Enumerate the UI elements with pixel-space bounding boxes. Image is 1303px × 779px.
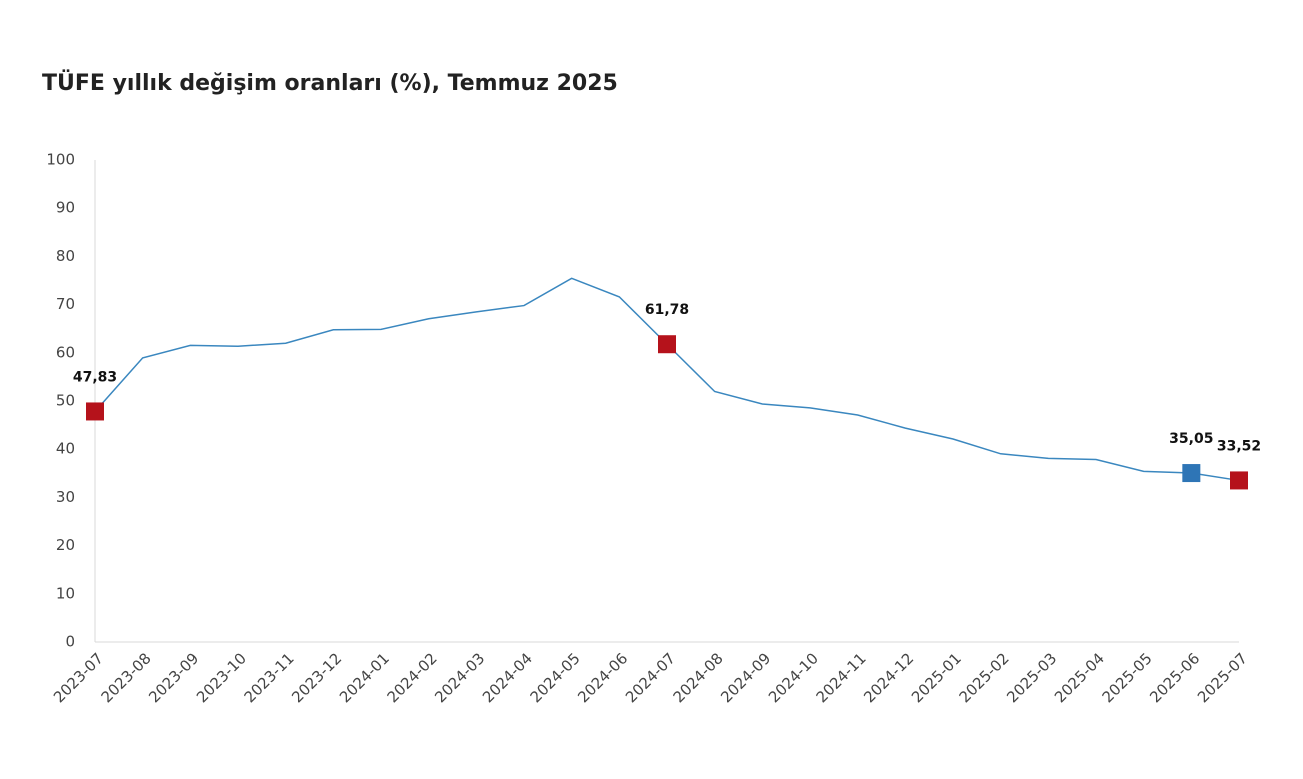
x-tick-label: 2024-06 — [574, 649, 631, 706]
value-label: 47,83 — [73, 369, 117, 385]
x-tick-label: 2023-11 — [241, 649, 298, 706]
x-tick-label: 2024-09 — [717, 649, 774, 706]
y-tick-label: 50 — [56, 392, 75, 410]
x-tick-label: 2023-08 — [98, 649, 155, 706]
x-tick-label: 2025-03 — [1003, 649, 1060, 706]
x-tick-label: 2025-06 — [1146, 649, 1203, 706]
y-tick-label: 30 — [56, 488, 75, 506]
x-tick-label: 2024-08 — [670, 649, 727, 706]
x-tick-label: 2024-07 — [622, 649, 679, 706]
y-tick-label: 0 — [65, 633, 75, 651]
x-tick-label: 2024-02 — [384, 649, 441, 706]
x-tick-label: 2023-12 — [288, 649, 345, 706]
marker — [1230, 471, 1248, 490]
x-tick-label: 2024-05 — [527, 649, 584, 706]
marker — [86, 402, 104, 421]
y-tick-label: 90 — [56, 199, 75, 217]
x-tick-label: 2024-01 — [336, 649, 393, 706]
x-tick-label: 2024-03 — [431, 649, 488, 706]
x-tick-label: 2025-07 — [1194, 649, 1251, 706]
x-tick-label: 2025-02 — [956, 649, 1013, 706]
marker — [1182, 464, 1201, 483]
y-tick-label: 80 — [56, 247, 75, 265]
x-tick-label: 2024-10 — [765, 649, 822, 706]
value-label: 33,52 — [1217, 438, 1261, 454]
x-tick-label: 2025-05 — [1099, 649, 1156, 706]
x-tick-label: 2025-01 — [908, 649, 965, 706]
x-tick-label: 2025-04 — [1051, 649, 1108, 706]
x-tick-label: 2024-11 — [813, 649, 870, 706]
chart-title: TÜFE yıllık değişim oranları (%), Temmuz… — [42, 70, 618, 96]
y-tick-label: 60 — [56, 343, 75, 361]
y-tick-label: 10 — [56, 584, 75, 602]
y-tick-label: 70 — [56, 295, 75, 313]
value-label: 61,78 — [645, 302, 689, 318]
x-tick-label: 2024-04 — [479, 649, 536, 706]
x-tick-label: 2023-09 — [145, 649, 202, 706]
y-tick-label: 20 — [56, 536, 75, 554]
y-tick-label: 100 — [46, 151, 75, 169]
x-tick-label: 2023-07 — [50, 649, 107, 706]
x-tick-label: 2023-10 — [193, 649, 250, 706]
marker — [658, 335, 676, 354]
x-tick-label: 2024-12 — [860, 649, 917, 706]
value-label: 35,05 — [1169, 431, 1213, 447]
y-tick-label: 40 — [56, 440, 75, 458]
